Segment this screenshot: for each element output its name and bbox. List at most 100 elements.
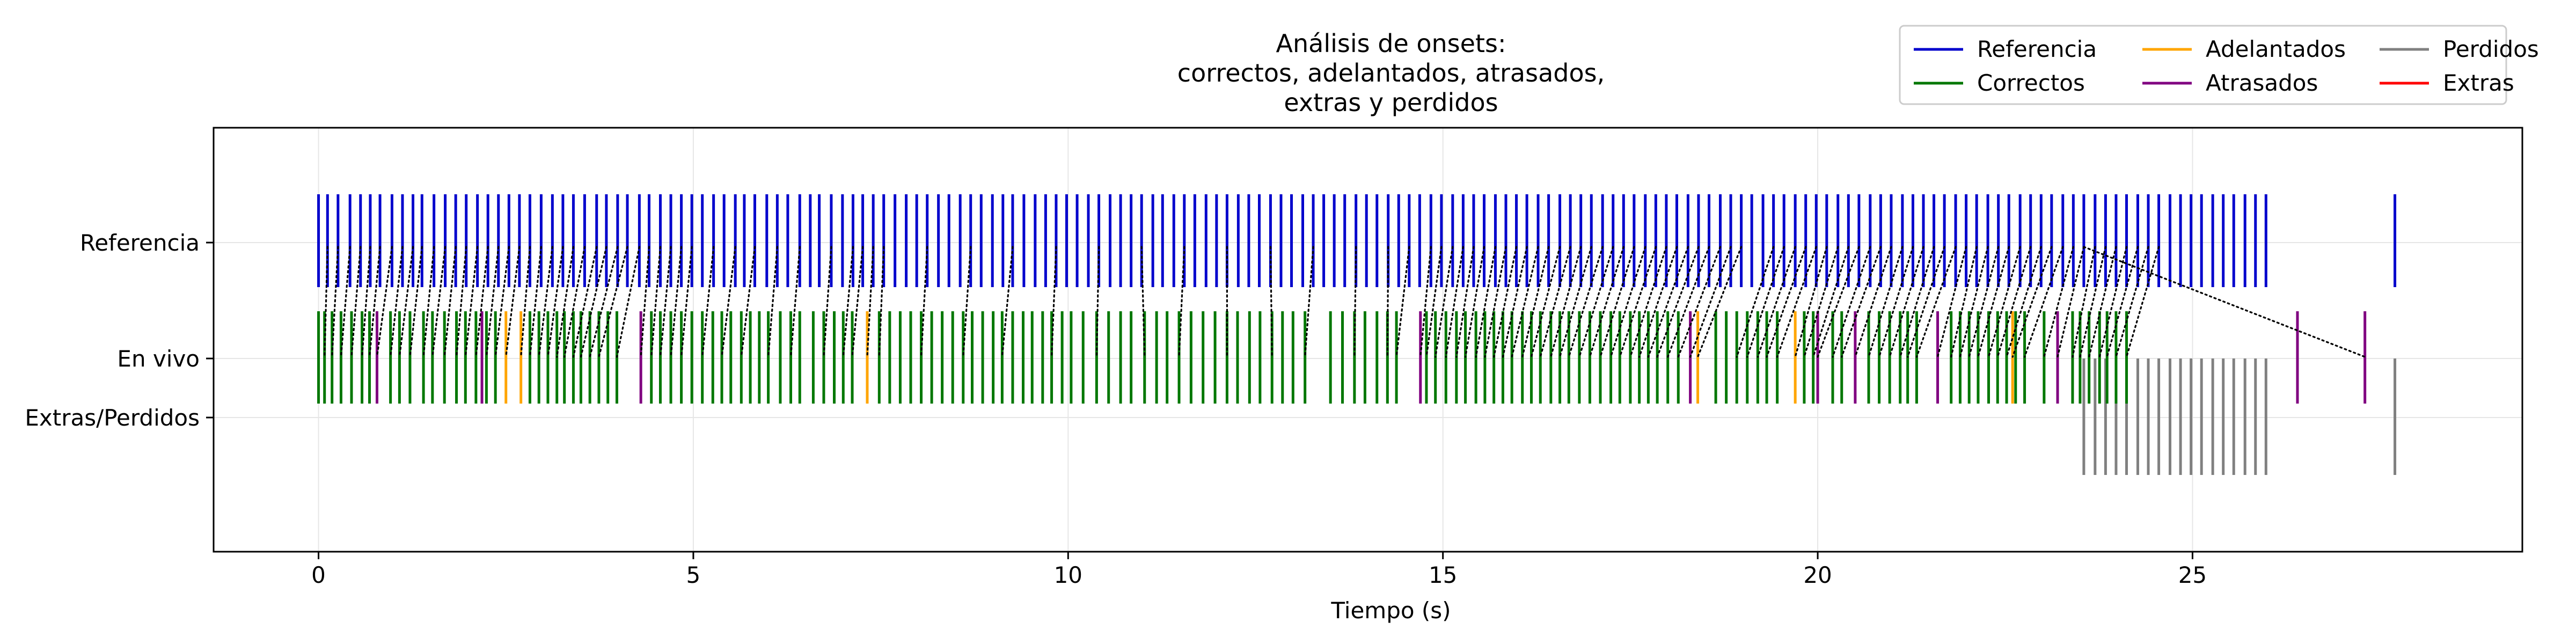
match-line: [1841, 246, 1882, 358]
match-line: [670, 246, 683, 358]
match-line: [650, 246, 662, 358]
match-line: [2079, 246, 2107, 358]
match-line: [1977, 246, 2010, 358]
match-line: [680, 246, 693, 358]
match-line: [1736, 246, 1775, 358]
match-line: [1776, 246, 1817, 358]
match-line: [1455, 246, 1475, 358]
match-line: [1757, 246, 1796, 358]
match-line: [878, 246, 885, 358]
match-line: [1746, 246, 1785, 358]
match-line: [572, 246, 598, 358]
match-line: [1629, 246, 1667, 358]
match-line: [1936, 246, 1967, 358]
x-axis: 0 5 10 15 20 25: [311, 552, 2207, 588]
match-line: [1794, 246, 1828, 358]
match-line: [350, 246, 362, 358]
x-tick-label: 20: [1803, 562, 1832, 588]
match-line: [962, 246, 972, 358]
match-line: [1854, 246, 1892, 358]
match-line: [1419, 246, 1432, 358]
match-line: [2125, 246, 2160, 358]
match-line: [2011, 246, 2053, 358]
match-line: [1464, 246, 1485, 358]
legend-item: Referencia: [1914, 36, 2097, 62]
match-line: [2043, 246, 2074, 358]
match-line: [1386, 246, 1389, 358]
match-line: [1996, 246, 2032, 358]
series-referencia: [317, 194, 2397, 287]
match-line: [376, 246, 393, 358]
match-line: [1445, 246, 1464, 358]
match-line: [1304, 246, 1314, 358]
y-axis: Referencia En vivo Extras/Perdidos: [25, 230, 214, 431]
match-line: [580, 246, 608, 358]
legend-label: Adelantados: [2206, 36, 2346, 62]
match-line: [1959, 246, 1989, 358]
match-line: [422, 246, 435, 358]
match-line: [1907, 246, 1945, 358]
match-line: [659, 246, 672, 358]
match-line: [1353, 246, 1357, 358]
match-line: [331, 246, 339, 358]
match-line: [2083, 246, 2366, 358]
match-line: [464, 246, 479, 358]
match-line: [1050, 246, 1057, 358]
match-line: [2006, 246, 2042, 358]
series-perdidos: [2082, 358, 2397, 475]
plot-marks: [317, 194, 2397, 475]
match-line: [1766, 246, 1807, 358]
match-line: [2057, 246, 2085, 358]
legend-item: Adelantados: [2142, 36, 2346, 62]
match-line: [851, 246, 864, 358]
match-line: [361, 246, 371, 358]
match-line: [485, 246, 500, 358]
match-line: [1568, 246, 1604, 358]
match-line: [1677, 246, 1722, 358]
match-line: [390, 246, 404, 358]
match-line: [1619, 246, 1657, 358]
match-line: [368, 246, 381, 358]
match-line: [701, 246, 715, 358]
match-line: [1638, 246, 1678, 358]
legend-label: Correctos: [1977, 70, 2085, 96]
match-line: [340, 246, 351, 358]
x-axis-label: Tiempo (s): [1330, 597, 1451, 624]
legend-item: Atrasados: [2142, 70, 2318, 96]
match-line: [1511, 246, 1539, 358]
match-line: [2115, 246, 2149, 358]
legend: Referencia Correctos Adelantados Atrasados P…: [1899, 25, 2539, 105]
match-line: [1656, 246, 1700, 358]
match-lines: [324, 246, 2366, 358]
legend-label: Extras: [2443, 70, 2514, 96]
y-tick-label: Referencia: [80, 230, 200, 256]
match-line: [1915, 246, 1957, 358]
match-line: [1832, 246, 1871, 358]
match-line: [2088, 246, 2117, 358]
legend-label: Referencia: [1977, 36, 2097, 62]
match-line: [1558, 246, 1592, 358]
match-line: [1589, 246, 1624, 358]
match-line: [494, 246, 510, 358]
legend-item: Perdidos: [2380, 36, 2539, 62]
x-tick-label: 10: [1054, 562, 1082, 588]
match-line: [1435, 246, 1454, 358]
title-line-3: extras y perdidos: [1284, 88, 1498, 117]
match-line: [1689, 246, 1732, 358]
match-line: [455, 246, 467, 358]
match-line: [1475, 246, 1497, 358]
match-line: [1812, 246, 1849, 358]
match-line: [1269, 246, 1273, 358]
match-line: [1878, 246, 1914, 358]
match-line: [1001, 246, 1014, 358]
plot-frame: [213, 127, 2523, 553]
match-line: [2106, 246, 2139, 358]
match-line: [1578, 246, 1614, 358]
match-line: [1395, 246, 1410, 358]
match-line: [409, 246, 423, 358]
match-line: [721, 246, 736, 358]
match-line: [520, 246, 531, 358]
legend-label: Perdidos: [2443, 36, 2539, 62]
match-line: [1539, 246, 1571, 358]
